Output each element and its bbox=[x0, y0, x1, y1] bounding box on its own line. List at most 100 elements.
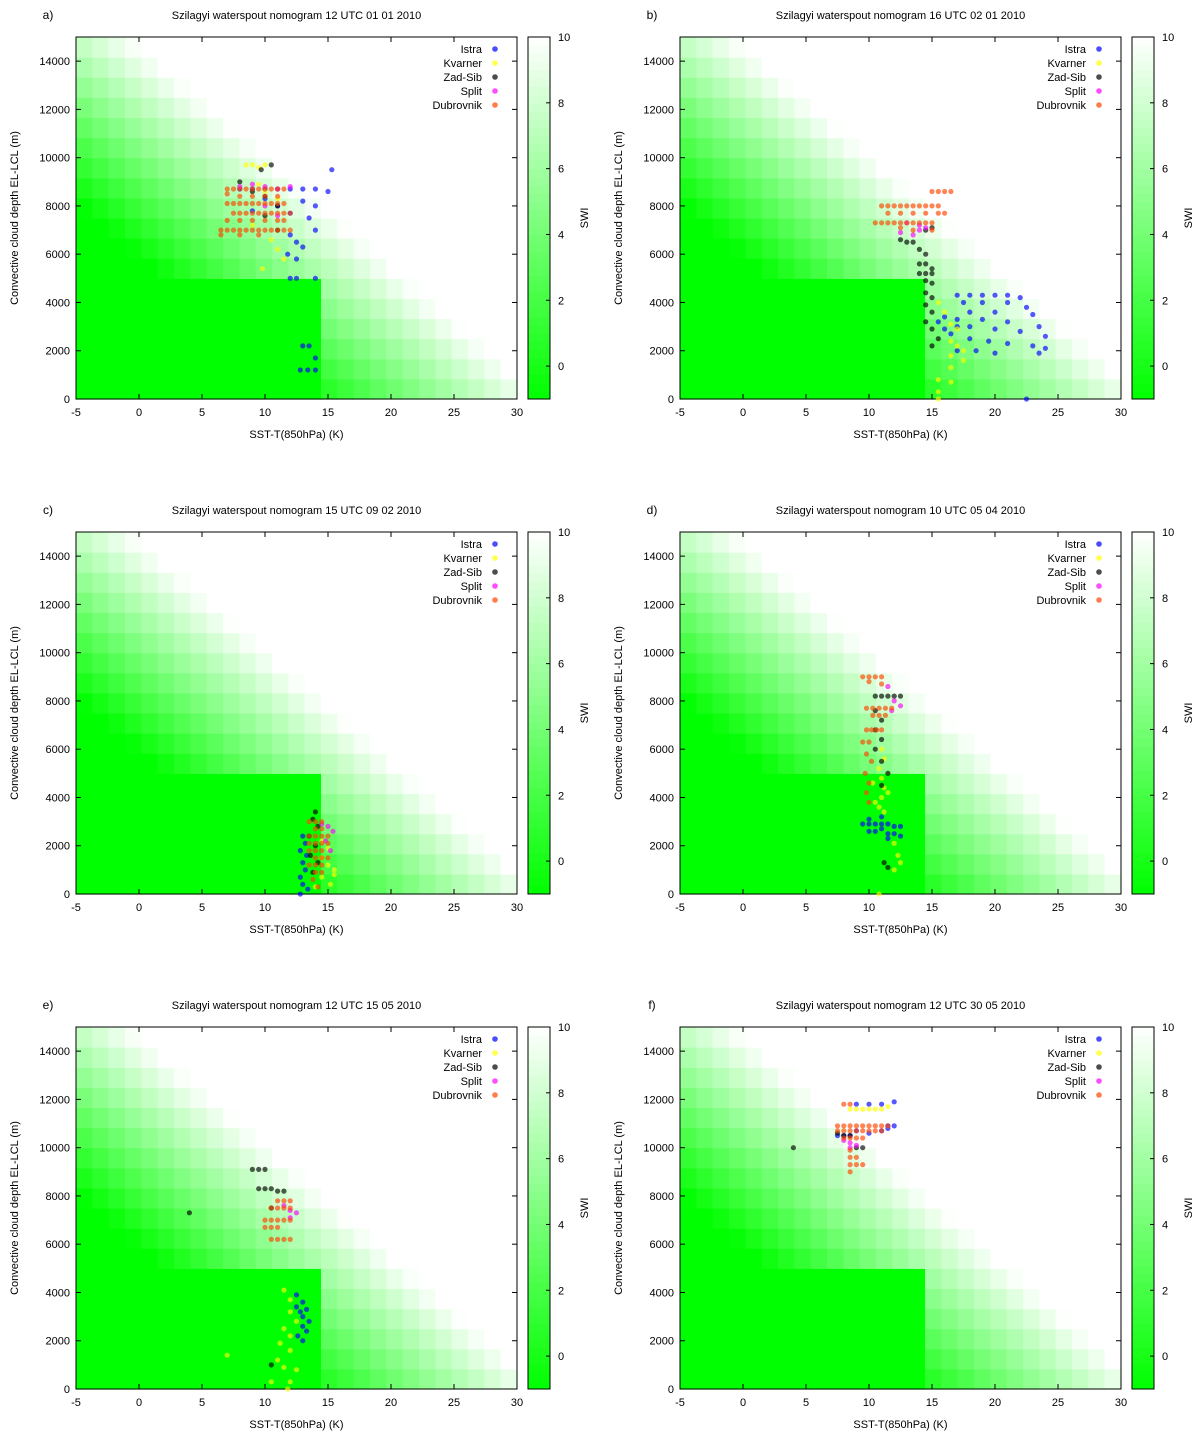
heatmap-cell bbox=[1039, 378, 1057, 400]
colorbar-segment bbox=[528, 713, 550, 722]
heatmap-cell bbox=[468, 873, 485, 895]
heatmap-cell bbox=[1104, 733, 1122, 754]
heatmap-cell bbox=[468, 793, 485, 815]
heatmap-cell bbox=[794, 1107, 812, 1129]
heatmap-cell bbox=[125, 318, 142, 340]
heatmap-cell bbox=[239, 1208, 257, 1229]
heatmap-cell bbox=[974, 137, 991, 159]
data-point bbox=[224, 200, 230, 207]
heatmap-cell bbox=[484, 1228, 502, 1249]
heatmap-cell bbox=[827, 258, 844, 279]
heatmap-cell bbox=[174, 1047, 191, 1068]
heatmap-cell bbox=[174, 672, 191, 694]
heatmap-cell bbox=[1039, 692, 1057, 714]
heatmap-cell bbox=[92, 1167, 110, 1189]
chart-title: Szilagyi waterspout nomogram 16 UTC 02 0… bbox=[776, 10, 1025, 22]
legend-marker bbox=[1096, 102, 1102, 108]
heatmap-cell bbox=[1104, 572, 1122, 593]
colorbar-segment bbox=[1132, 1059, 1154, 1069]
heatmap-cell bbox=[288, 1167, 306, 1189]
heatmap-cell bbox=[141, 197, 159, 219]
data-point bbox=[275, 1236, 281, 1242]
heatmap-cell bbox=[957, 338, 975, 360]
heatmap-cell bbox=[1104, 1027, 1122, 1048]
heatmap-cell bbox=[794, 218, 812, 239]
heatmap-cell bbox=[778, 77, 795, 98]
heatmap-cell bbox=[174, 1368, 191, 1390]
heatmap-cell bbox=[157, 157, 175, 179]
heatmap-cell bbox=[92, 258, 110, 279]
series-kvarner bbox=[243, 162, 287, 272]
colorbar-segment bbox=[528, 160, 550, 170]
heatmap-cell bbox=[908, 258, 926, 279]
data-point bbox=[300, 1323, 306, 1329]
data-point bbox=[1005, 292, 1011, 298]
heatmap-cell bbox=[451, 1348, 469, 1370]
heatmap-cell bbox=[729, 1027, 746, 1048]
heatmap-cell bbox=[1072, 1268, 1089, 1290]
heatmap-cell bbox=[92, 612, 110, 634]
heatmap-cell bbox=[239, 552, 257, 573]
heatmap-cell bbox=[794, 1087, 812, 1109]
heatmap-cell bbox=[288, 1268, 306, 1290]
colorbar-segment bbox=[1132, 308, 1154, 318]
data-point bbox=[876, 712, 882, 719]
heatmap-cell bbox=[370, 853, 387, 875]
heatmap-cell bbox=[337, 1308, 355, 1330]
heatmap-cell bbox=[892, 592, 910, 614]
heatmap-cell bbox=[435, 692, 453, 714]
heatmap-cell bbox=[435, 612, 453, 634]
heatmap-cell bbox=[1023, 238, 1040, 259]
heatmap-cell bbox=[1055, 238, 1073, 259]
data-point bbox=[929, 188, 935, 195]
heatmap-cell bbox=[337, 1208, 355, 1229]
heatmap-cell bbox=[174, 1167, 191, 1189]
heatmap-cell bbox=[337, 1368, 355, 1390]
heatmap-cell bbox=[1055, 117, 1073, 139]
heatmap-cell bbox=[157, 258, 175, 279]
heatmap-cell bbox=[386, 612, 404, 634]
heatmap-cell bbox=[370, 378, 387, 400]
heatmap-cell bbox=[435, 1107, 453, 1129]
heatmap-cell bbox=[206, 97, 224, 119]
heatmap-cell bbox=[419, 572, 436, 593]
heatmap-cell bbox=[745, 1087, 763, 1109]
heatmap-cell bbox=[451, 1248, 469, 1269]
heatmap-cell bbox=[337, 612, 355, 634]
heatmap-cell bbox=[680, 177, 697, 199]
heatmap-cell bbox=[974, 713, 991, 734]
heatmap-cell bbox=[337, 77, 355, 98]
heatmap-cell bbox=[794, 873, 812, 895]
heatmap-cell bbox=[745, 97, 763, 119]
heatmap-cell bbox=[1006, 238, 1024, 259]
colorbar-segment bbox=[528, 185, 550, 194]
heatmap-cell bbox=[827, 378, 844, 400]
heatmap-cell bbox=[419, 378, 436, 400]
heatmap-cell bbox=[1023, 1027, 1040, 1048]
heatmap-cell bbox=[745, 238, 763, 259]
colorbar-segment bbox=[1132, 869, 1154, 879]
heatmap-cell bbox=[680, 1087, 697, 1109]
heatmap-cell bbox=[957, 1027, 975, 1048]
heatmap-cell bbox=[892, 338, 910, 360]
heatmap-cell bbox=[76, 1047, 93, 1068]
heatmap-cell bbox=[386, 1368, 404, 1390]
heatmap-cell bbox=[1039, 157, 1057, 179]
heatmap-cell bbox=[484, 652, 502, 674]
heatmap-cell bbox=[419, 1248, 436, 1269]
heatmap-cell bbox=[386, 692, 404, 714]
heatmap-cell bbox=[794, 853, 812, 875]
heatmap-cell bbox=[794, 1228, 812, 1249]
heatmap-cell bbox=[941, 177, 959, 199]
heatmap-cell bbox=[729, 57, 746, 78]
data-point bbox=[287, 1379, 293, 1385]
heatmap-cell bbox=[206, 1348, 224, 1370]
data-point bbox=[297, 891, 303, 897]
heatmap-cell bbox=[157, 632, 175, 654]
heatmap-cell bbox=[304, 258, 322, 279]
heatmap-cell bbox=[729, 97, 746, 119]
heatmap-cell bbox=[1023, 853, 1040, 875]
heatmap-cell bbox=[859, 612, 877, 634]
heatmap-cell bbox=[712, 853, 730, 875]
heatmap-cell bbox=[761, 117, 779, 139]
